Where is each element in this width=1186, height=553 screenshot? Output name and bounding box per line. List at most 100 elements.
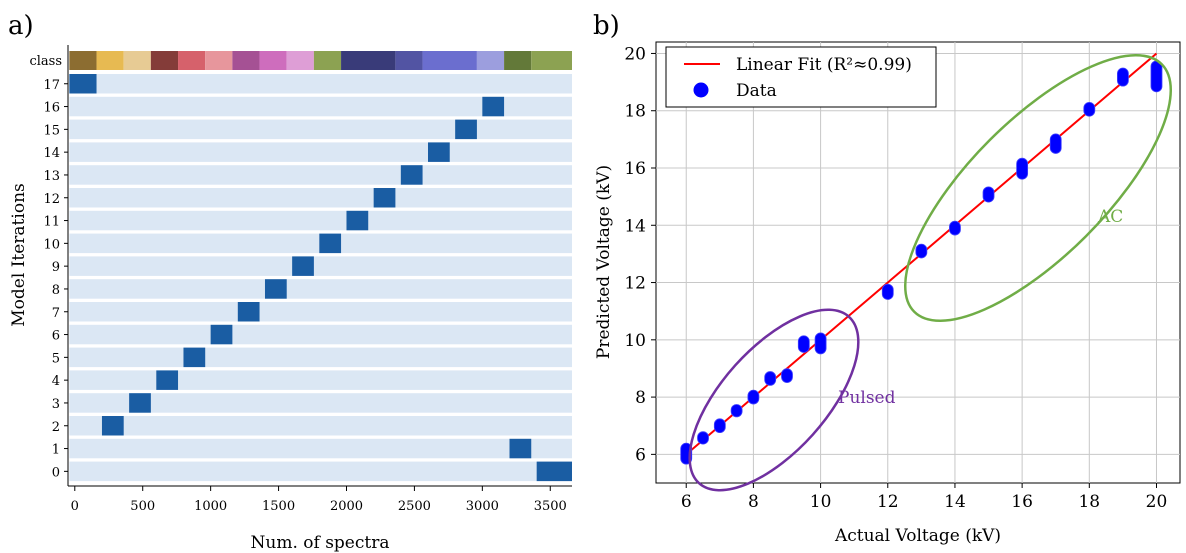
class-segment <box>178 51 206 70</box>
data-point <box>797 335 810 353</box>
x-tick-label: 6 <box>681 492 692 512</box>
data-point <box>764 371 777 386</box>
x-tick-label: 16 <box>1011 492 1033 512</box>
class-segment <box>504 51 532 70</box>
ac-annotation: AC <box>1097 207 1123 227</box>
x-tick-label: 1500 <box>262 499 295 514</box>
row-label: 6 <box>52 329 60 344</box>
row-label: 15 <box>43 123 60 138</box>
plot-grid <box>656 42 1180 483</box>
row-background <box>69 324 572 345</box>
row-highlight-block <box>69 74 97 94</box>
row-background <box>69 256 572 276</box>
data-point <box>1116 67 1129 87</box>
row-background <box>69 165 572 185</box>
class-segment <box>476 51 505 70</box>
x-tick-label: 2000 <box>330 499 363 514</box>
heatmap-x-ticks: 0 500 1000 1500 2000 2500 3000 3500 <box>71 486 567 514</box>
x-tick-label: 14 <box>944 492 966 512</box>
row-highlight-block <box>373 188 396 208</box>
y-tick-label: 20 <box>624 44 646 64</box>
row-label: 16 <box>43 101 60 116</box>
row-background <box>69 142 572 162</box>
row-background <box>69 347 572 368</box>
row-highlight-block <box>210 324 233 345</box>
row-label: 11 <box>43 215 60 230</box>
class-segment <box>313 51 342 70</box>
row-label: 0 <box>52 465 60 480</box>
legend-data-swatch <box>693 82 709 98</box>
row-background <box>69 188 572 208</box>
class-segment <box>123 51 151 70</box>
scatter-y-axis-label: Predicted Voltage (kV) <box>594 165 614 359</box>
plot-ticks: 6 8 10 12 14 16 18 20 6 8 10 12 14 16 18 20 <box>624 44 1167 512</box>
row-background <box>69 416 572 436</box>
row-label: 4 <box>52 374 60 389</box>
ac-ellipse <box>903 53 1173 323</box>
y-tick-label: 16 <box>624 159 646 179</box>
class-segment <box>232 51 260 70</box>
row-highlight-block <box>156 370 179 390</box>
row-highlight-block <box>183 347 206 368</box>
row-highlight-block <box>455 119 477 140</box>
data-point <box>915 243 928 259</box>
row-background <box>69 461 572 482</box>
voltage-scatter-plot: 6 8 10 12 14 16 18 20 6 8 10 12 14 16 18 20 Pulsed AC L… <box>594 41 1181 546</box>
row-label: 1 <box>52 443 60 458</box>
x-tick-label: 1000 <box>194 499 227 514</box>
row-highlight-block <box>428 142 450 162</box>
data-point <box>1150 60 1163 93</box>
class-segment <box>286 51 314 70</box>
row-label: 8 <box>52 283 60 298</box>
row-background <box>69 74 572 94</box>
row-background <box>69 393 572 413</box>
x-tick-label: 8 <box>748 492 759 512</box>
row-highlight-block <box>509 438 532 459</box>
data-points <box>680 60 1163 465</box>
x-tick-label: 20 <box>1146 492 1168 512</box>
data-point <box>747 389 760 405</box>
row-background <box>69 302 572 322</box>
legend-data-label: Data <box>736 81 777 101</box>
class-segment <box>259 51 287 70</box>
x-tick-label: 500 <box>130 499 155 514</box>
x-tick-label: 2500 <box>398 499 431 514</box>
row-highlight-block <box>129 393 151 413</box>
row-highlight-block <box>400 165 423 185</box>
class-color-bar <box>69 51 572 70</box>
row-background <box>69 119 572 140</box>
y-tick-label: 14 <box>624 216 646 236</box>
data-point <box>730 404 743 418</box>
row-background <box>69 370 572 390</box>
data-point <box>1083 101 1096 117</box>
legend-box <box>665 46 937 108</box>
row-label: 2 <box>52 420 60 435</box>
row-highlight-block <box>346 210 369 231</box>
data-point <box>713 418 726 434</box>
row-highlight-block <box>482 96 505 117</box>
row-background <box>69 96 572 117</box>
row-label: 10 <box>43 237 60 252</box>
row-background <box>69 279 572 299</box>
row-highlight-block <box>264 279 287 299</box>
row-label: 5 <box>52 351 60 366</box>
data-point <box>697 431 709 445</box>
data-point <box>881 283 894 300</box>
class-row-label: class <box>29 54 62 69</box>
data-point <box>814 332 827 355</box>
class-segment <box>205 51 233 70</box>
class-segment <box>96 51 124 70</box>
row-highlight-block <box>292 256 314 276</box>
pulsed-annotation: Pulsed <box>838 388 896 408</box>
class-segment <box>531 51 572 70</box>
row-background <box>69 210 572 231</box>
panel-b-label: b) <box>593 11 620 41</box>
row-label: 17 <box>43 78 60 93</box>
data-point <box>949 220 961 236</box>
row-highlight-block <box>101 416 124 436</box>
data-point <box>1016 157 1029 180</box>
y-tick-label: 12 <box>624 274 646 294</box>
row-highlight-block <box>536 461 572 482</box>
